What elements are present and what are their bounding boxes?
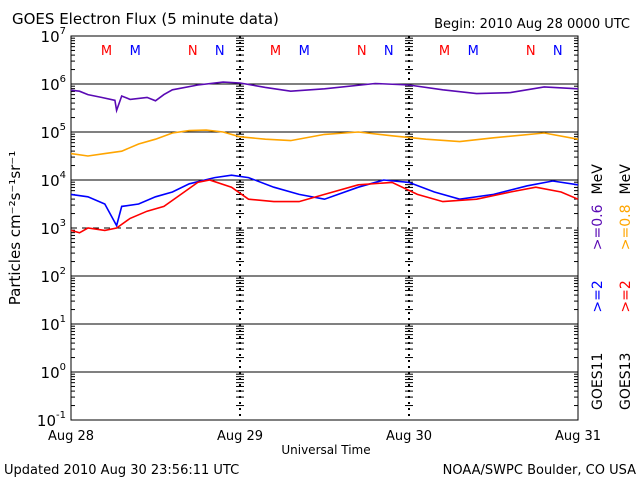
local-time-marker: N — [526, 44, 536, 59]
x-tick-label: Aug 30 — [386, 429, 432, 444]
y-tick-label: 10-1 — [37, 410, 66, 430]
x-axis-label: Universal Time — [281, 443, 370, 457]
local-time-marker: M — [468, 44, 479, 59]
series-line — [70, 129, 579, 157]
y-tick-label: 106 — [41, 74, 66, 94]
y-tick-label: 101 — [41, 314, 66, 334]
local-time-marker: N — [553, 44, 563, 59]
y-tick-label: 100 — [41, 362, 66, 382]
y-tick-label: 104 — [41, 170, 66, 190]
legend-goes11: GOES11>=2>=0.6MeV — [590, 164, 606, 410]
updated-label: Updated 2010 Aug 30 23:56:11 UTC — [4, 463, 239, 478]
local-time-marker: M — [270, 44, 281, 59]
local-time-marker: M — [130, 44, 141, 59]
local-time-marker: M — [299, 44, 310, 59]
series-line — [70, 174, 579, 228]
series-line — [70, 81, 579, 114]
local-time-marker: N — [357, 44, 367, 59]
series-line — [70, 179, 579, 234]
y-tick-label: 107 — [41, 26, 66, 46]
legend: GOES11>=2>=0.6MeV GOES13>=2>=0.8MeV — [590, 164, 634, 410]
legend-goes13: GOES13>=2>=0.8MeV — [618, 164, 634, 410]
local-time-marker: M — [439, 44, 450, 59]
local-time-marker: M — [101, 44, 112, 59]
local-time-marker: N — [384, 44, 394, 59]
x-tick-label: Aug 28 — [48, 429, 94, 444]
y-tick-label: 102 — [41, 266, 66, 286]
begin-label: Begin: 2010 Aug 28 0000 UTC — [434, 17, 630, 32]
y-tick-label: 105 — [41, 122, 66, 142]
x-tick-label: Aug 31 — [555, 429, 601, 444]
y-axis-label: Particles cm⁻²s⁻¹sr⁻¹ — [6, 151, 24, 305]
x-tick-label: Aug 29 — [217, 429, 263, 444]
local-time-marker: N — [188, 44, 198, 59]
credit-label: NOAA/SWPC Boulder, CO USA — [443, 463, 636, 478]
chart-title: GOES Electron Flux (5 minute data) — [12, 10, 279, 28]
local-time-marker: N — [215, 44, 225, 59]
y-tick-label: 103 — [41, 218, 66, 238]
